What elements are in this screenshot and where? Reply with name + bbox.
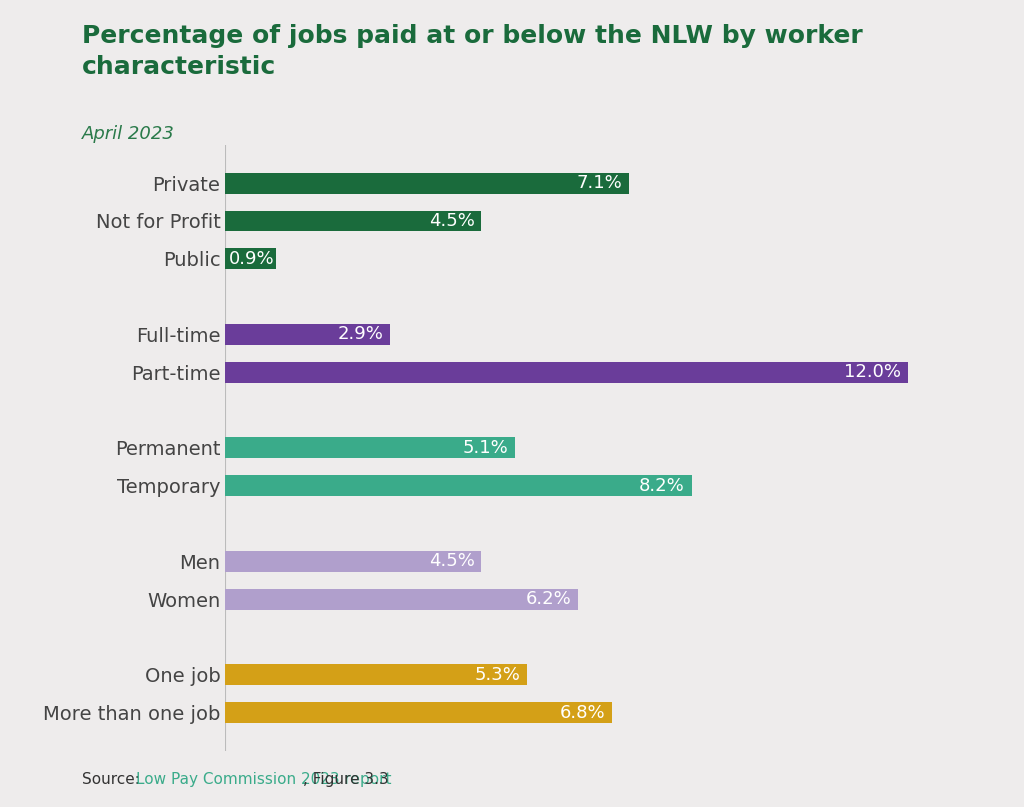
Text: 0.9%: 0.9% xyxy=(228,250,274,268)
Text: Source:: Source: xyxy=(82,771,144,787)
Bar xyxy=(225,589,578,609)
Bar xyxy=(225,362,908,383)
Bar xyxy=(225,324,390,345)
Text: April 2023: April 2023 xyxy=(82,125,175,143)
Text: 8.2%: 8.2% xyxy=(639,477,685,495)
Text: 5.1%: 5.1% xyxy=(463,439,509,457)
Bar xyxy=(225,551,481,571)
Text: 4.5%: 4.5% xyxy=(429,212,474,230)
Text: 6.8%: 6.8% xyxy=(560,704,605,721)
Bar xyxy=(225,211,481,232)
Text: 4.5%: 4.5% xyxy=(429,552,474,571)
Text: , Figure 3.3: , Figure 3.3 xyxy=(303,771,389,787)
Text: 7.1%: 7.1% xyxy=(577,174,623,192)
Bar xyxy=(225,437,515,458)
Bar xyxy=(225,249,276,270)
Text: 12.0%: 12.0% xyxy=(844,363,901,381)
Text: 6.2%: 6.2% xyxy=(525,590,571,608)
Text: Low Pay Commission 2023 report: Low Pay Commission 2023 report xyxy=(136,771,392,787)
Bar xyxy=(225,475,692,496)
Text: 2.9%: 2.9% xyxy=(338,325,383,344)
Bar xyxy=(225,702,612,723)
Text: 5.3%: 5.3% xyxy=(474,666,520,684)
Text: Percentage of jobs paid at or below the NLW by worker
characteristic: Percentage of jobs paid at or below the … xyxy=(82,24,862,79)
Bar xyxy=(225,664,526,685)
Bar xyxy=(225,173,629,194)
